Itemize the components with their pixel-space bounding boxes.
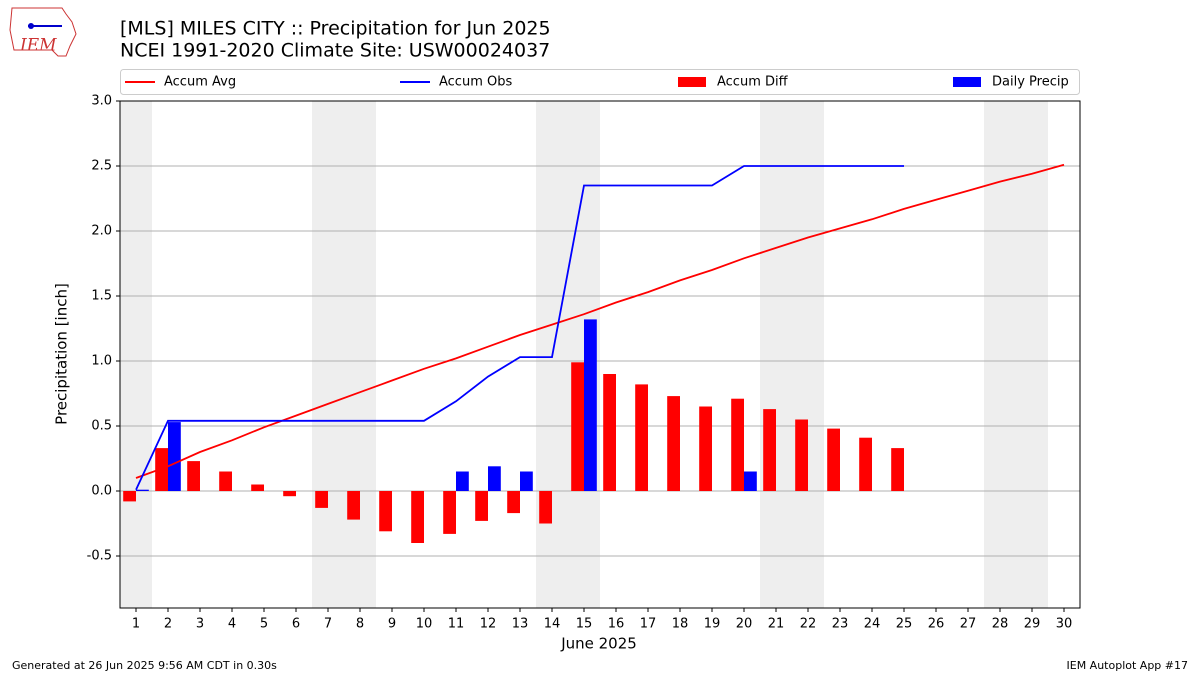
x-tick-label: 18 — [672, 617, 689, 632]
plot-frame — [119, 100, 1081, 609]
weekend-band — [760, 101, 792, 608]
x-tick-label: 8 — [356, 617, 364, 632]
bar — [488, 466, 501, 491]
weekend-band — [312, 101, 344, 608]
y-axis-label: Precipitation [inch] — [53, 283, 71, 425]
bar — [635, 384, 648, 491]
bar — [507, 491, 520, 514]
weekend-band — [984, 101, 1016, 608]
chart-subtitle: NCEI 1991-2020 Climate Site: USW00024037 — [120, 40, 550, 62]
bar — [219, 471, 232, 491]
bar — [443, 491, 456, 534]
legend-swatch — [678, 77, 706, 87]
footer-left: Generated at 26 Jun 2025 9:56 AM CDT in … — [12, 659, 277, 672]
x-tick-label: 10 — [416, 617, 433, 632]
x-tick-label: 21 — [768, 617, 785, 632]
logo: IEM — [9, 7, 77, 57]
x-tick-label: 14 — [544, 617, 561, 632]
legend-label: Accum Diff — [717, 75, 789, 90]
y-tick-label: 1.5 — [91, 289, 112, 304]
logo-text: IEM — [19, 36, 57, 56]
y-tick-label: 0.0 — [91, 484, 112, 499]
legend-swatch — [953, 77, 981, 87]
legend-label: Accum Avg — [164, 75, 236, 90]
legend-label: Daily Precip — [992, 75, 1069, 90]
y-tick-label: 3.0 — [91, 94, 112, 109]
x-tick-label: 19 — [704, 617, 721, 632]
line — [135, 165, 904, 491]
x-tick-label: 27 — [960, 617, 977, 632]
x-tick-label: 28 — [992, 617, 1009, 632]
bar — [827, 428, 840, 491]
x-tick-label: 15 — [576, 617, 593, 632]
x-tick-label: 6 — [292, 617, 300, 632]
weekend-band — [120, 101, 152, 608]
x-tick-label: 12 — [480, 617, 497, 632]
y-tick-label: 2.0 — [91, 224, 112, 239]
bar — [731, 398, 744, 491]
x-tick-label: 30 — [1056, 617, 1073, 632]
x-tick-label: 22 — [800, 617, 817, 632]
bar — [891, 448, 904, 491]
x-tick-label: 23 — [832, 617, 849, 632]
bar — [699, 406, 712, 491]
chart-title: [MLS] MILES CITY :: Precipitation for Ju… — [120, 18, 551, 40]
weekend-band — [344, 101, 376, 608]
x-tick-label: 24 — [864, 617, 881, 632]
x-tick-label: 13 — [512, 617, 529, 632]
logo-outline — [9, 7, 77, 57]
bar — [283, 491, 296, 497]
x-tick-label: 2 — [164, 617, 172, 632]
x-tick-label: 20 — [736, 617, 753, 632]
footer-right: IEM Autoplot App #17 — [1067, 659, 1189, 672]
bar — [859, 437, 872, 491]
bar — [667, 396, 680, 491]
x-tick-label: 3 — [196, 617, 204, 632]
bar — [123, 491, 136, 502]
x-tick-label: 16 — [608, 617, 625, 632]
bar — [347, 491, 360, 520]
bar — [251, 484, 264, 491]
x-tick-label: 26 — [928, 617, 945, 632]
bar — [168, 422, 181, 491]
weekend-band — [1016, 101, 1048, 608]
bar — [539, 491, 552, 524]
x-tick-label: 1 — [132, 617, 140, 632]
bar — [795, 419, 808, 491]
bar — [584, 319, 597, 491]
legend-label: Accum Obs — [439, 75, 512, 90]
bar — [571, 362, 584, 491]
x-tick-label: 25 — [896, 617, 913, 632]
y-tick-label: 0.5 — [91, 419, 112, 434]
bar — [379, 491, 392, 532]
bar — [763, 409, 776, 491]
x-tick-label: 29 — [1024, 617, 1041, 632]
x-axis-label: June 2025 — [560, 635, 637, 653]
weekend-band — [792, 101, 824, 608]
bar — [744, 471, 757, 491]
bar — [475, 491, 488, 521]
x-tick-label: 9 — [388, 617, 396, 632]
y-tick-label: 2.5 — [91, 159, 112, 174]
x-tick-label: 7 — [324, 617, 332, 632]
legend-box — [120, 69, 1080, 95]
logo-dot — [28, 23, 34, 29]
bar — [411, 491, 424, 543]
bar — [520, 471, 533, 491]
y-tick-label: -0.5 — [87, 549, 112, 564]
line — [135, 163, 1065, 479]
bar — [136, 489, 149, 491]
x-tick-label: 5 — [260, 617, 268, 632]
bar — [456, 471, 469, 491]
y-tick-label: 1.0 — [91, 354, 112, 369]
bar — [187, 461, 200, 491]
bar — [603, 374, 616, 491]
x-tick-label: 17 — [640, 617, 657, 632]
x-tick-label: 11 — [448, 617, 465, 632]
bar — [315, 491, 328, 508]
x-tick-label: 4 — [228, 617, 236, 632]
